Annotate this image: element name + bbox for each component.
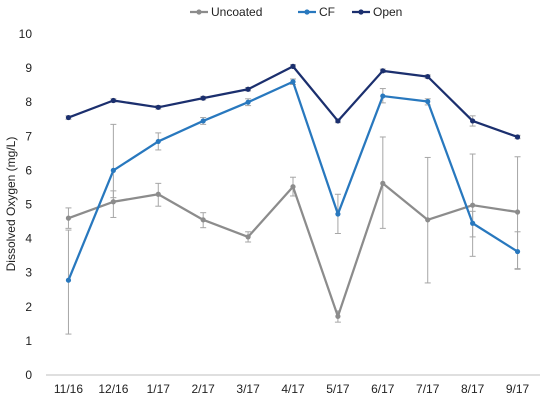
- x-tick-label: 11/16: [54, 382, 83, 396]
- data-point-uncoated: [245, 234, 251, 240]
- data-point-cf: [290, 79, 296, 85]
- y-tick-label: 4: [25, 232, 32, 246]
- y-axis-ticks: 0 1 2 3 4 5 6 7 8 9 10: [19, 27, 33, 382]
- data-point-uncoated: [335, 313, 341, 319]
- data-point-uncoated: [425, 217, 431, 223]
- data-point-open: [290, 63, 296, 69]
- data-point-cf: [335, 211, 341, 217]
- data-point-cf: [65, 277, 72, 283]
- x-tick-label: 8/17: [461, 382, 485, 396]
- legend-swatch-marker: [304, 9, 310, 15]
- x-tick-label: 6/17: [371, 382, 395, 396]
- x-tick-label: 5/17: [326, 382, 350, 396]
- data-point-open: [65, 114, 72, 121]
- legend-label: Open: [373, 5, 402, 19]
- data-point-open: [155, 104, 161, 110]
- data-point-open: [425, 74, 431, 80]
- y-tick-label: 9: [25, 61, 32, 75]
- data-point-uncoated: [380, 180, 386, 186]
- data-point-cf: [425, 98, 431, 105]
- data-point-open: [380, 68, 386, 74]
- x-tick-label: 12/16: [98, 382, 128, 396]
- data-point-open: [335, 118, 341, 124]
- data-point-cf: [155, 138, 161, 145]
- legend-label: CF: [319, 5, 335, 19]
- legend-item-uncoated: Uncoated: [190, 5, 262, 19]
- data-point-open: [470, 118, 476, 124]
- data-point-cf: [380, 93, 386, 99]
- y-tick-label: 3: [25, 266, 32, 280]
- data-point-cf: [245, 99, 251, 105]
- legend-swatch-marker: [358, 9, 364, 15]
- series-line-open: [67, 65, 519, 139]
- data-point-uncoated: [200, 217, 206, 223]
- data-point-cf: [110, 167, 116, 173]
- series-points: [65, 63, 521, 319]
- data-point-cf: [200, 118, 206, 124]
- data-point-open: [110, 97, 116, 104]
- data-point-uncoated: [514, 209, 521, 215]
- data-point-open: [245, 86, 251, 92]
- legend-label: Uncoated: [211, 5, 262, 19]
- data-point-open: [514, 134, 521, 140]
- y-axis-title: Dissolved Oxygen (mg/L): [4, 137, 18, 272]
- data-point-cf: [470, 220, 476, 226]
- data-point-uncoated: [110, 199, 116, 205]
- legend-item-open: Open: [352, 5, 402, 19]
- data-point-uncoated: [65, 215, 72, 221]
- x-tick-label: 4/17: [281, 382, 305, 396]
- y-tick-label: 6: [25, 163, 32, 177]
- y-tick-label: 2: [25, 300, 32, 314]
- error-bar: [110, 123, 117, 199]
- x-tick-label: 7/17: [416, 382, 440, 396]
- x-axis-ticks: 11/16 12/16 1/17 2/17 3/17 4/17 5/17 6/17 7/17 8/…: [54, 382, 530, 396]
- y-tick-label: 7: [25, 129, 32, 143]
- y-tick-label: 10: [19, 27, 33, 41]
- data-point-uncoated: [155, 191, 161, 197]
- y-tick-label: 5: [25, 198, 32, 212]
- y-tick-label: 1: [25, 334, 32, 348]
- y-tick-label: 0: [25, 368, 32, 382]
- data-point-uncoated: [470, 202, 476, 208]
- x-tick-label: 3/17: [236, 382, 260, 396]
- legend-item-cf: CF: [298, 5, 335, 19]
- data-point-uncoated: [290, 184, 296, 190]
- legend-swatch-marker: [196, 9, 202, 15]
- data-point-cf: [514, 248, 521, 255]
- x-tick-label: 1/17: [147, 382, 171, 396]
- x-tick-label: 2/17: [192, 382, 216, 396]
- x-tick-label: 9/17: [506, 382, 530, 396]
- data-point-open: [200, 95, 206, 101]
- y-tick-label: 8: [25, 95, 32, 109]
- series-line-uncoated: [67, 182, 519, 318]
- legend: Uncoated CF Open: [190, 5, 402, 19]
